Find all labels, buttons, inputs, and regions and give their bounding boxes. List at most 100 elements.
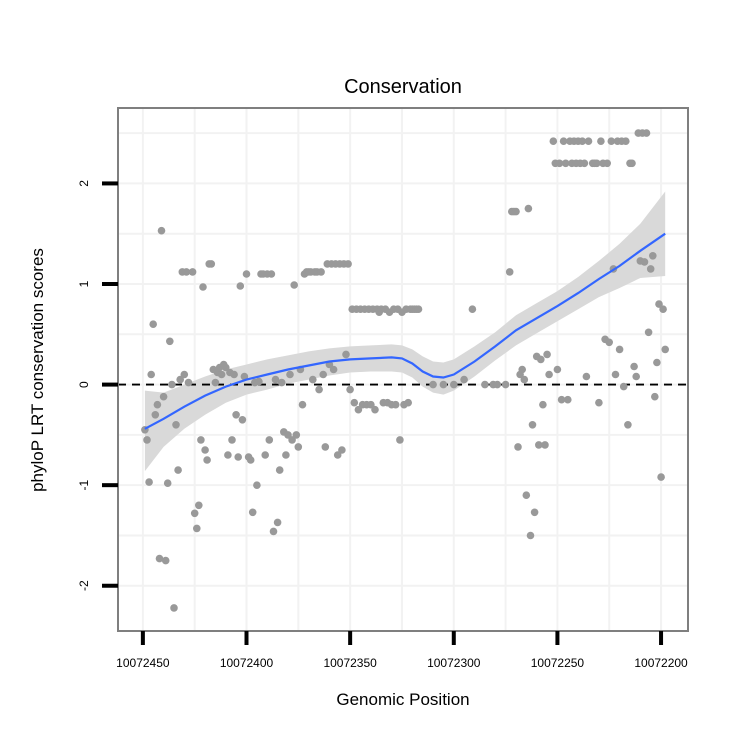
data-point [197, 436, 205, 444]
data-point [661, 345, 669, 354]
data-point [151, 411, 160, 419]
data-point [429, 380, 437, 389]
data-point [580, 159, 589, 168]
data-point [333, 451, 342, 459]
data-point [255, 377, 263, 386]
data-point [605, 338, 613, 347]
data-point [236, 282, 245, 290]
data-point [170, 604, 178, 612]
data-point [168, 380, 176, 389]
data-point [646, 265, 655, 273]
y-axis-title: phyloP LRT conservation scores [28, 248, 47, 492]
data-point [518, 365, 526, 374]
data-point [603, 159, 611, 168]
data-point [211, 378, 220, 387]
data-point [342, 350, 350, 359]
data-point [282, 451, 290, 459]
data-point [174, 466, 182, 474]
data-point [597, 137, 605, 145]
data-point [493, 380, 502, 389]
data-point [541, 441, 549, 449]
y-tick-label: -2 [77, 580, 91, 591]
x-tick-label: 10072300 [427, 656, 481, 670]
data-point [526, 531, 535, 540]
x-tick-label: 10072400 [220, 656, 274, 670]
data-point [630, 362, 638, 371]
data-point [319, 370, 328, 379]
data-point [228, 436, 236, 444]
data-point [535, 441, 543, 449]
data-point [391, 400, 400, 409]
data-point [619, 382, 628, 391]
data-point [545, 370, 553, 379]
data-point [607, 137, 616, 145]
y-tick-label: 1 [77, 280, 91, 287]
y-tick-label: 0 [77, 381, 91, 388]
data-point [414, 305, 423, 314]
data-point [238, 416, 247, 424]
data-point [217, 370, 226, 379]
data-point [172, 421, 180, 429]
data-point [224, 451, 232, 459]
data-point [512, 207, 520, 216]
data-point [481, 380, 489, 389]
data-point [653, 358, 661, 367]
data-point [657, 473, 665, 481]
data-point [350, 398, 359, 407]
data-point [286, 370, 294, 379]
data-point [460, 375, 468, 384]
data-point [644, 328, 653, 337]
data-point [145, 478, 153, 486]
data-point [298, 400, 307, 409]
y-tick-label: -1 [77, 480, 91, 491]
data-point [655, 300, 663, 308]
data-point [246, 456, 255, 464]
data-point [240, 372, 249, 381]
data-point [232, 411, 240, 419]
data-point [501, 380, 510, 389]
plot-panel [117, 107, 689, 632]
data-point [166, 337, 174, 346]
data-point [622, 137, 630, 145]
data-point [346, 385, 354, 394]
x-tick-label: 10072450 [116, 656, 170, 670]
data-point [182, 268, 191, 276]
data-point [520, 375, 529, 384]
data-point [184, 378, 193, 387]
data-point [155, 554, 164, 563]
data-point [201, 446, 209, 454]
data-point [315, 385, 323, 394]
data-point [396, 436, 404, 444]
x-axis-title: Genomic Position [336, 690, 469, 709]
x-tick-label: 10072350 [323, 656, 377, 670]
data-point [578, 137, 587, 145]
data-point [176, 375, 184, 384]
data-point [611, 370, 620, 379]
data-point [329, 365, 338, 374]
data-point [157, 226, 166, 235]
data-point [190, 509, 199, 518]
data-point [234, 453, 242, 461]
data-point [275, 466, 284, 474]
data-point [404, 398, 413, 407]
data-point [261, 451, 270, 459]
data-point [277, 378, 286, 387]
data-point [222, 363, 230, 372]
data-point [582, 372, 591, 381]
data-point [584, 137, 593, 145]
data-point [269, 527, 278, 536]
chart-title: Conservation [344, 76, 462, 98]
data-point [265, 436, 274, 444]
data-point [628, 159, 636, 168]
data-point [543, 350, 551, 359]
data-point [344, 260, 352, 268]
data-point [651, 392, 659, 401]
data-point [514, 443, 522, 451]
data-point [539, 400, 547, 409]
data-point [193, 524, 201, 533]
data-point [593, 159, 601, 168]
y-axis: -2 -1 0 1 2 [77, 180, 118, 591]
data-point [248, 508, 257, 517]
x-tick-label: 10072250 [531, 656, 585, 670]
